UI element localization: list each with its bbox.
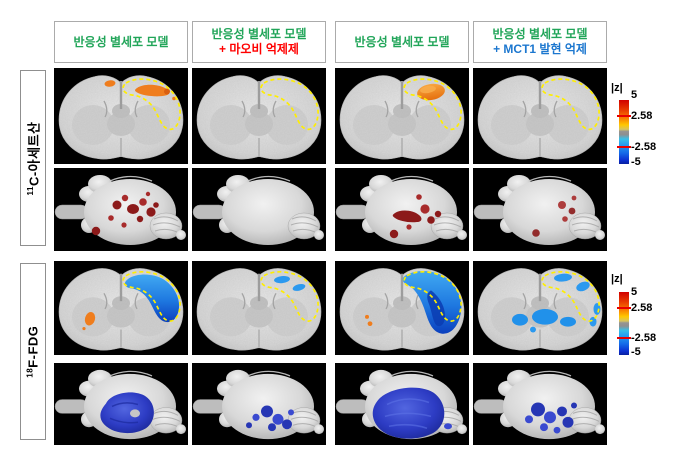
column-header-maob: 반응성 별세포 모델 + 마오비 억제제: [192, 21, 326, 63]
tick-label: 2.58: [631, 110, 653, 122]
cold-activation-overlay: [100, 392, 154, 434]
hot-activation-overlay: [104, 80, 176, 101]
column-header-model-b: 반응성 별세포 모델: [335, 21, 469, 63]
row-label-acetate: 11C-아세트산: [20, 70, 46, 246]
tick-label: 5: [631, 286, 638, 298]
colorbar-gradient: [619, 292, 629, 355]
colorbar-fdg: |z| 5 2.58 -2.58 -5: [608, 273, 672, 365]
brain-render: [192, 369, 325, 440]
cold-activation-overlay: [365, 271, 462, 334]
hot-activation-overlay: [532, 195, 577, 237]
fdg-coronal-maob: [192, 261, 326, 355]
header-line-2: + 마오비 억제제: [219, 42, 299, 56]
tick-label: -5: [631, 346, 641, 358]
fdg-3d-model: [54, 363, 188, 445]
threshold-line-lower: [617, 146, 631, 148]
row-label-text: 11C-아세트산: [24, 121, 43, 195]
cold-activation-overlay: [372, 387, 452, 439]
cold-activation-overlay: [525, 402, 577, 434]
fdg-coronal-model: [54, 261, 188, 355]
acetate-3d-model-2: [335, 168, 469, 251]
tick-label: -5: [631, 156, 641, 168]
brain-render: [335, 369, 468, 440]
fdg-3d-maob: [192, 363, 326, 445]
threshold-line-upper: [617, 307, 631, 309]
acetate-coronal-maob: [192, 68, 326, 164]
tick-label: 2.58: [631, 302, 653, 314]
threshold-line-upper: [617, 115, 631, 117]
coronal-slice: [192, 68, 326, 164]
header-line-1: 반응성 별세포 모델: [492, 27, 588, 41]
brain-render: [54, 369, 187, 440]
tick-label: 5: [631, 89, 638, 101]
coronal-slice: [54, 261, 188, 355]
acetate-3d-mct1: [473, 168, 607, 251]
header-line-2: + MCT1 발현 억제: [493, 42, 587, 56]
tick-label: -2.58: [631, 141, 657, 153]
row-label-fdg: 18F-FDG: [20, 263, 46, 440]
hot-activation-overlay: [91, 191, 159, 236]
tracer-name: F-FDG: [25, 325, 41, 368]
coronal-slice: [54, 68, 188, 164]
colorbar-title: |z|: [611, 273, 623, 285]
tracer-name: C-아세트산: [26, 120, 42, 186]
colorbar-acetate: |z| 5 2.58 -2.58 -5: [608, 82, 672, 174]
fdg-coronal-mct1: [473, 261, 607, 355]
fdg-coronal-model-2: [335, 261, 469, 355]
acetate-coronal-model: [54, 68, 188, 164]
colorbar-title: |z|: [611, 82, 623, 94]
hot-activation-overlay: [417, 83, 445, 101]
coronal-slice: [335, 261, 469, 355]
brain-render: [192, 174, 325, 246]
hot-activation-overlay: [389, 194, 442, 239]
brain-render: [54, 174, 187, 246]
coronal-slice: [473, 261, 607, 355]
isotope-superscript: 18: [25, 367, 35, 378]
cold-activation-overlay: [512, 273, 601, 333]
column-header-mct1: 반응성 별세포 모델 + MCT1 발현 억제: [473, 21, 607, 63]
fdg-3d-mct1: [473, 363, 607, 445]
brain-render: [335, 174, 468, 246]
brain-render: [473, 174, 606, 246]
coronal-slice: [473, 68, 607, 164]
column-header-model-a: 반응성 별세포 모델: [54, 21, 188, 63]
colorbar-gradient: [619, 100, 629, 164]
tick-label: -2.58: [631, 332, 657, 344]
cold-activation-overlay: [274, 276, 306, 291]
header-line-1: 반응성 별세포 모델: [73, 34, 169, 49]
header-line-1: 반응성 별세포 모델: [354, 34, 450, 49]
brain-render: [473, 369, 606, 440]
threshold-line-lower: [617, 337, 631, 339]
coronal-slice: [335, 68, 469, 164]
header-line-1: 반응성 별세포 모델: [211, 27, 307, 41]
fdg-3d-model-2: [335, 363, 469, 445]
isotope-superscript: 11: [26, 185, 36, 196]
row-label-text: 18F-FDG: [25, 325, 40, 377]
acetate-3d-maob: [192, 168, 326, 251]
acetate-coronal-model-2: [335, 68, 469, 164]
cold-activation-overlay: [82, 274, 180, 331]
acetate-3d-model: [54, 168, 188, 251]
acetate-coronal-mct1: [473, 68, 607, 164]
coronal-slice: [192, 261, 326, 355]
cold-activation-overlay: [246, 405, 294, 432]
